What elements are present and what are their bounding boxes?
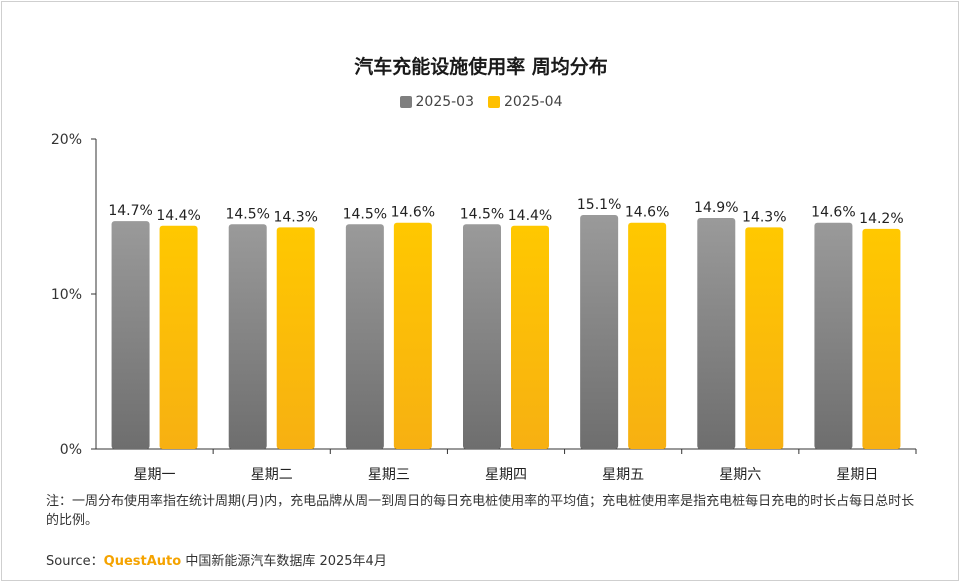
bar-series-1 — [111, 221, 150, 449]
y-tick-label: 10% — [51, 287, 82, 303]
x-tick-label: 星期一 — [134, 467, 176, 482]
legend-item-series-2[interactable]: 2025-04 — [488, 94, 563, 110]
bar-series-2 — [511, 225, 549, 449]
legend-label-series-1: 2025-03 — [415, 94, 475, 110]
data-label: 14.9% — [694, 200, 738, 216]
bar-series-1 — [463, 224, 501, 449]
legend-swatch-series-2 — [488, 96, 500, 108]
bar-series-1 — [345, 224, 384, 449]
source-text: 中国新能源汽车数据库 2025年4月 — [181, 554, 387, 569]
bar-series-1 — [580, 214, 619, 449]
x-tick-label: 星期五 — [602, 467, 644, 482]
legend-swatch-series-1 — [399, 96, 412, 108]
data-label: 14.2% — [859, 211, 903, 227]
chart-title: 汽车充能设施使用率 周均分布 — [354, 56, 608, 78]
chart-legend: 2025-03 2025-04 — [2, 94, 960, 110]
data-label: 14.7% — [108, 203, 152, 219]
y-tick-label: 0% — [60, 442, 82, 458]
source-brand: QuestAuto — [103, 554, 182, 569]
x-tick-label: 星期四 — [485, 467, 527, 482]
data-label: 14.4% — [508, 208, 552, 224]
x-tick-label: 星期二 — [251, 467, 293, 482]
source-prefix: Source： — [46, 554, 104, 569]
data-label: 15.1% — [577, 197, 621, 213]
x-tick-label: 星期日 — [836, 467, 878, 482]
source-line: Source：QuestAuto 中国新能源汽车数据库 2025年4月 — [46, 550, 387, 569]
data-label: 14.6% — [625, 205, 669, 221]
data-label: 14.3% — [273, 209, 317, 225]
data-label: 14.4% — [156, 208, 200, 224]
x-tick-label: 星期六 — [719, 467, 761, 482]
bar-series-2 — [393, 222, 432, 449]
bar-series-1 — [228, 224, 267, 449]
data-label: 14.5% — [343, 206, 387, 222]
bar-series-2 — [745, 227, 784, 449]
data-label: 14.6% — [811, 205, 855, 221]
bar-series-2 — [276, 227, 315, 449]
data-label: 14.3% — [742, 209, 786, 225]
data-label: 14.5% — [460, 206, 504, 222]
data-label: 14.5% — [225, 206, 269, 222]
bar-series-2 — [862, 228, 901, 449]
bars-layer — [111, 214, 901, 449]
bar-series-1 — [814, 222, 853, 449]
legend-item-series-1[interactable]: 2025-03 — [399, 94, 475, 110]
x-tick-label: 星期三 — [368, 467, 410, 482]
bar-series-2 — [628, 222, 667, 449]
chart-note: 注：一周分布使用率指在统计周期(月)内，充电品牌从周一到周日的每日充电桩使用率的… — [46, 494, 915, 528]
y-tick-label: 20% — [51, 132, 82, 148]
bar-series-1 — [697, 218, 736, 449]
legend-label-series-2: 2025-04 — [504, 94, 563, 110]
bar-series-2 — [159, 225, 198, 449]
data-label: 14.6% — [391, 205, 435, 221]
